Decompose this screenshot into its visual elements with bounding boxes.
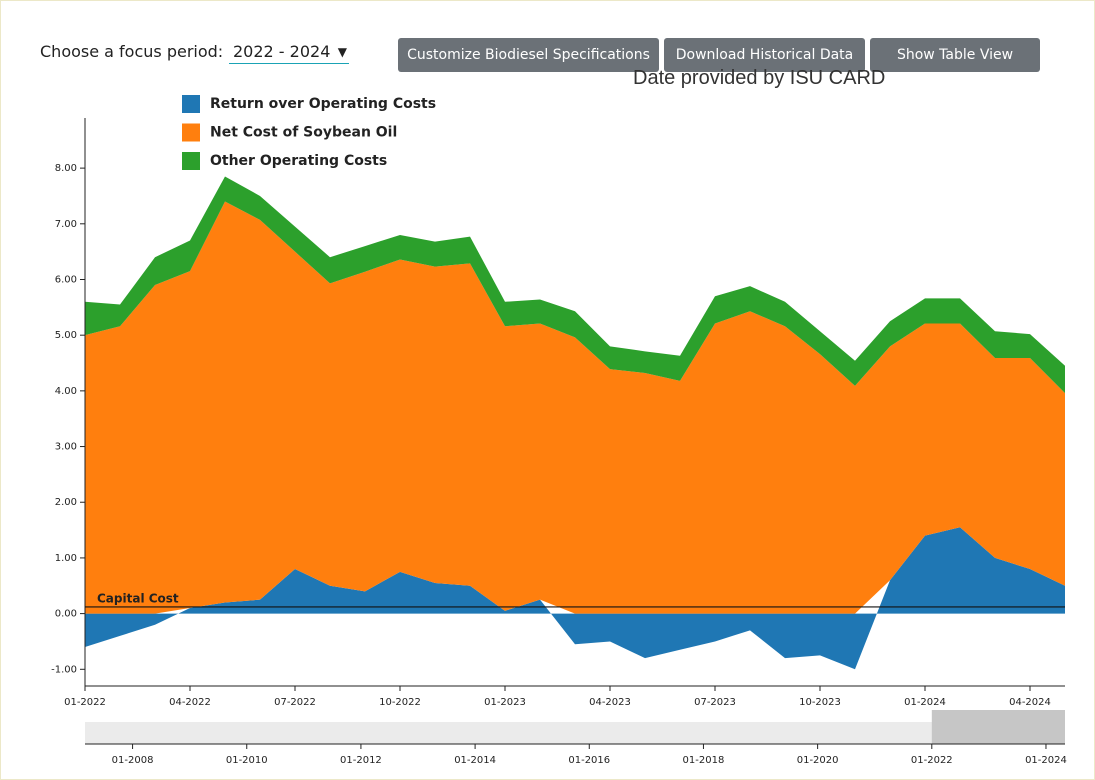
x-tick-label: 04-2022 — [169, 697, 211, 708]
y-tick-label: 0.00 — [55, 609, 77, 620]
x-tick-label: 10-2022 — [379, 697, 421, 708]
area — [85, 527, 1065, 670]
navigator-tick-label: 01-2016 — [568, 755, 610, 766]
y-tick-label: -1.00 — [51, 664, 77, 675]
y-tick-label: 2.00 — [55, 497, 77, 508]
navigator-tick-label: 01-2012 — [340, 755, 382, 766]
navigator-tick-label: 01-2024 — [1025, 755, 1067, 766]
y-tick-label: 5.00 — [55, 330, 77, 341]
y-tick-label: 3.00 — [55, 442, 77, 453]
x-tick-label: 04-2024 — [1009, 697, 1051, 708]
area — [85, 201, 1065, 614]
navigator-tick-label: 01-2022 — [911, 755, 953, 766]
focus-label: Choose a focus period: — [40, 42, 224, 61]
y-tick-label: 7.00 — [55, 219, 77, 230]
x-tick-label: 07-2023 — [694, 697, 736, 708]
legend-label: Other Operating Costs — [210, 153, 387, 169]
x-tick-label: 01-2023 — [484, 697, 526, 708]
x-tick-label: 07-2022 — [274, 697, 316, 708]
navigator-track — [85, 722, 1065, 744]
navigator-tick-label: 01-2010 — [226, 755, 268, 766]
navigator-tick-label: 01-2014 — [454, 755, 496, 766]
chevron: ▼ — [337, 45, 347, 59]
y-tick-label: 6.00 — [55, 274, 77, 285]
download-button[interactable]: Download Historical Data — [664, 38, 865, 72]
focus-value: 2022 - 2024 — [233, 42, 331, 61]
x-tick-label: 01-2024 — [904, 697, 946, 708]
y-tick-label: 4.00 — [55, 386, 77, 397]
legend-label: Net Cost of Soybean Oil — [210, 125, 397, 141]
x-tick-label: 01-2022 — [64, 697, 106, 708]
table-view-button[interactable]: Show Table View — [870, 38, 1040, 72]
source-note: Date provided by ISU CARD — [633, 67, 886, 89]
y-tick-label: 8.00 — [55, 163, 77, 174]
area — [85, 176, 1065, 394]
navigator-tick-label: 01-2008 — [112, 755, 154, 766]
y-tick-label: 1.00 — [55, 553, 77, 564]
customize-button[interactable]: Customize Biodiesel Specifications — [398, 38, 659, 72]
navigator-tick-label: 01-2018 — [683, 755, 725, 766]
navigator-selection — [931, 710, 1065, 744]
x-tick-label: 10-2023 — [799, 697, 841, 708]
legend-swatch — [182, 123, 200, 142]
legend-label: Return over Operating Costs — [210, 96, 436, 112]
legend-swatch — [182, 152, 200, 170]
navigator-tick-label: 01-2020 — [797, 755, 839, 766]
capital-cost-label: Capital Cost — [97, 591, 179, 605]
x-tick-label: 04-2023 — [589, 697, 631, 708]
legend-swatch — [182, 95, 200, 113]
focus-select[interactable]: 2022 - 2024 ▼ — [229, 38, 349, 64]
